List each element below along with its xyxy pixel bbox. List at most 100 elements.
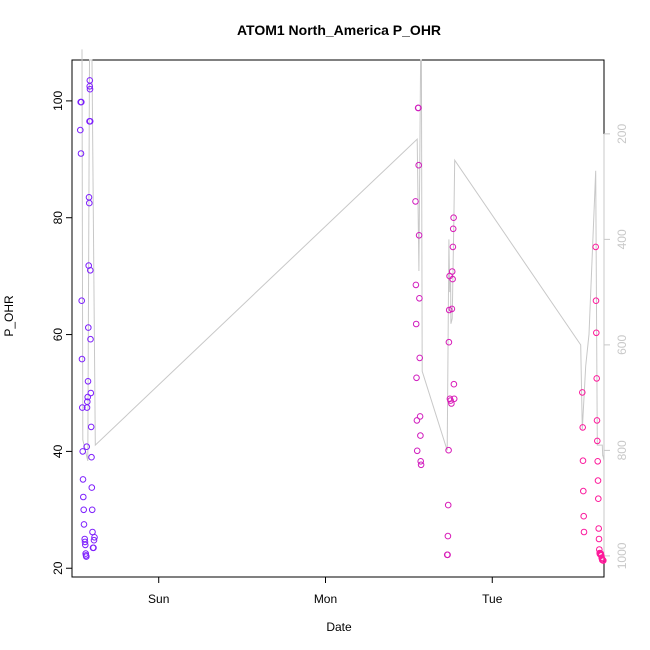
y-tick-label: 100 <box>51 91 65 111</box>
data-point <box>450 380 458 388</box>
chart-title: ATOM1 North_America P_OHR <box>237 22 441 38</box>
data-point <box>88 484 96 491</box>
data-point <box>444 501 452 509</box>
data-point <box>413 447 421 455</box>
data-point <box>415 104 422 112</box>
data-point <box>580 528 588 536</box>
data-point <box>595 495 602 503</box>
data-point <box>90 544 97 552</box>
data-point <box>580 512 588 520</box>
data-point <box>445 338 453 346</box>
data-point <box>412 198 419 205</box>
data-point <box>79 448 86 455</box>
x-axis-label: Date <box>326 620 352 634</box>
y-tick-label: 80 <box>51 211 65 225</box>
data-point <box>86 85 94 93</box>
data-point <box>416 354 424 362</box>
data-point <box>417 458 425 465</box>
data-point <box>77 150 85 157</box>
y-tick-label: 60 <box>51 328 65 342</box>
data-point <box>80 506 87 514</box>
grey-line-series <box>81 49 605 462</box>
data-point <box>592 297 600 305</box>
x-tick-label: Tue <box>482 592 503 606</box>
data-point <box>450 395 458 403</box>
data-point <box>89 528 96 536</box>
data-point <box>593 375 601 382</box>
data-point <box>448 400 455 407</box>
data-point <box>600 557 607 564</box>
data-point <box>592 243 600 251</box>
data-point <box>80 493 87 501</box>
data-point <box>86 118 94 125</box>
data-point <box>417 461 425 469</box>
data-point <box>78 355 86 363</box>
data-point <box>450 214 457 221</box>
data-point <box>447 397 454 404</box>
data-point <box>87 423 95 431</box>
data-point <box>85 324 92 331</box>
y-tick-label: 40 <box>51 444 65 458</box>
data-point <box>593 417 601 424</box>
right-tick-label: 400 <box>615 229 629 249</box>
data-point <box>444 551 451 559</box>
y-axis-label: P_OHR <box>2 295 16 337</box>
data-point <box>83 553 90 560</box>
data-point <box>83 443 90 451</box>
data-point <box>448 305 456 313</box>
x-tick-label: Sun <box>148 592 169 606</box>
data-point <box>449 275 456 283</box>
data-point <box>417 432 424 439</box>
data-point <box>78 98 85 106</box>
data-point <box>88 453 95 461</box>
data-point <box>594 458 602 465</box>
data-point <box>78 297 85 305</box>
points-layer <box>77 77 607 564</box>
right-tick-label: 600 <box>615 335 629 355</box>
data-point <box>444 532 452 540</box>
data-point <box>594 437 601 445</box>
y-tick-label: 20 <box>51 561 65 575</box>
data-point <box>448 268 456 275</box>
data-point <box>84 378 92 385</box>
data-point <box>87 335 94 343</box>
plot-frame <box>71 59 605 578</box>
data-point <box>413 374 420 382</box>
x-tick-label: Mon <box>314 592 337 606</box>
data-point <box>412 281 420 289</box>
data-point <box>86 199 93 207</box>
data-point <box>77 126 84 134</box>
data-point <box>91 534 98 541</box>
axes: 20 40 60 80 100 200 400 600 800 1000 Sun Mon Tue <box>51 59 629 606</box>
right-tick-label: 800 <box>615 440 629 460</box>
data-point <box>593 329 600 337</box>
data-point <box>413 417 421 424</box>
data-point <box>449 243 457 251</box>
data-point <box>449 225 457 233</box>
data-point <box>594 477 602 484</box>
data-point <box>87 389 95 397</box>
right-tick-label: 1000 <box>615 542 629 569</box>
data-point <box>445 446 452 454</box>
data-point <box>79 404 86 411</box>
data-point <box>87 267 94 274</box>
data-point <box>84 398 91 406</box>
data-point <box>595 525 603 532</box>
data-point <box>579 457 587 465</box>
right-tick-label: 200 <box>615 124 629 144</box>
data-point <box>84 393 91 401</box>
data-point <box>595 535 603 543</box>
data-point <box>416 295 423 302</box>
data-point <box>415 232 423 239</box>
line-layer <box>81 49 605 462</box>
data-point <box>579 424 587 431</box>
data-point <box>580 487 587 495</box>
data-point <box>416 413 424 420</box>
data-point <box>415 161 423 169</box>
data-point <box>81 538 89 546</box>
data-point <box>88 506 96 514</box>
data-point <box>82 541 89 549</box>
data-point <box>412 320 420 328</box>
data-point <box>80 521 88 528</box>
